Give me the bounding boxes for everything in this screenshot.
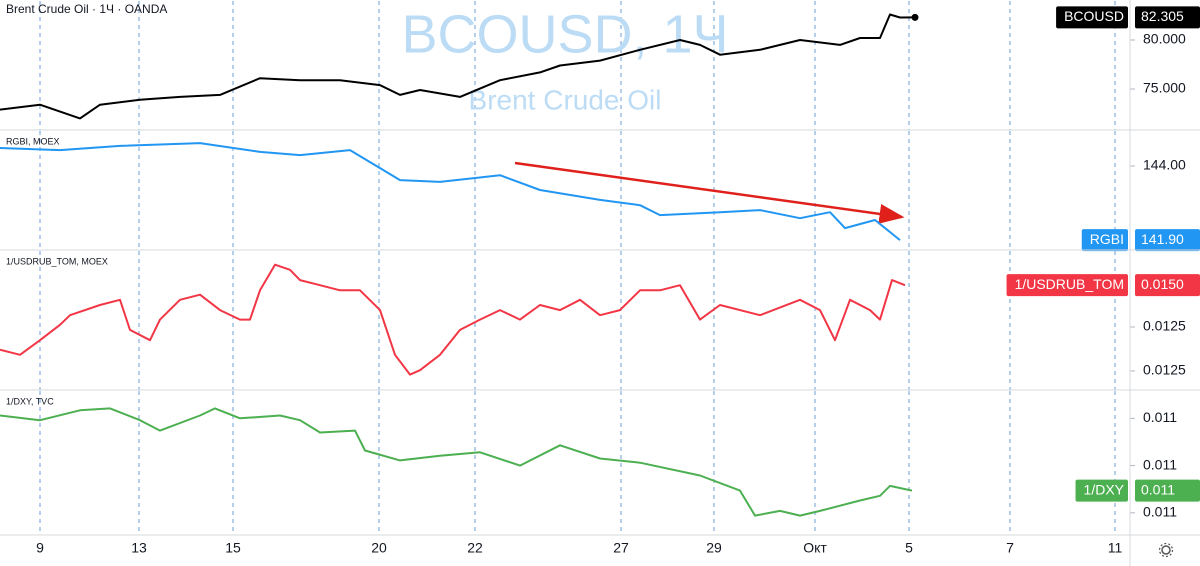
- last-value-label: 82.305: [1141, 8, 1184, 24]
- legend-entry: 1/DXY: [1084, 481, 1125, 497]
- x-tick-label: 27: [613, 540, 629, 556]
- x-tick-label: 7: [1006, 540, 1014, 556]
- legend-badge: [1006, 274, 1128, 297]
- y-tick-label: 80.000: [1143, 31, 1186, 47]
- pane-title: 1/USDRUB_TOM, MOEX: [6, 256, 108, 266]
- settings-icon[interactable]: [1158, 542, 1174, 558]
- x-tick-label: 9: [36, 540, 44, 556]
- x-tick-label: Окт: [803, 540, 827, 556]
- x-tick-label: 29: [706, 540, 722, 556]
- y-tick-label: 0.0125: [1143, 318, 1186, 334]
- y-tick-label: 0.011: [1143, 456, 1177, 472]
- last-point: [911, 13, 919, 21]
- last-value-label: 0.011: [1141, 481, 1175, 497]
- last-value-label: 141.90: [1141, 231, 1184, 247]
- pane-title: Brent Crude Oil · 1Ч · OANDA: [6, 2, 167, 16]
- legend-badge: [1075, 479, 1128, 502]
- legend-badge: [1056, 6, 1128, 29]
- last-value-label: 0.0150: [1141, 276, 1184, 292]
- watermark-subtitle: Brent Crude Oil: [469, 84, 662, 115]
- x-tick-label: 13: [131, 540, 147, 556]
- y-tick-label: 0.0125: [1143, 362, 1186, 378]
- trend-arrow: [514, 161, 905, 224]
- legend-entry: 1/USDRUB_TOM: [1015, 276, 1124, 292]
- pane: 1/USDRUB_TOM, MOEX 0.0125 0.0125 1/USDRUB_T…: [0, 249, 1200, 378]
- panes: 9 13 15 20 22 27 29 Окт 5 7 11 Brent Crude Oil · 1Ч…: [0, 2, 1200, 556]
- y-tick-label: 0.011: [1143, 409, 1177, 425]
- x-tick-label: 22: [467, 540, 483, 556]
- legend-entry: BCOUSD: [1064, 8, 1124, 24]
- x-tick-label: 11: [1108, 540, 1123, 556]
- y-tick-label: 0.011: [1143, 504, 1177, 520]
- series-line: [0, 407, 913, 517]
- x-tick-label: 15: [225, 540, 241, 556]
- watermark-title: BCOUSD, 1Ч: [401, 4, 728, 64]
- pane-title: RGBI, MOEX: [6, 136, 60, 146]
- pane: RGBI, MOEX 144.00 RGBI 141.90: [0, 129, 1200, 252]
- legend-badge: [1081, 229, 1128, 252]
- y-tick-label: 144.00: [1143, 157, 1186, 173]
- series-line: [0, 13, 916, 120]
- last-value-badge: [1135, 274, 1200, 297]
- pane: 1/DXY, TVC 0.011 0.011 0.011 1/DXY 0.011: [0, 389, 1200, 520]
- last-value-badge: [1135, 229, 1200, 252]
- series-line: [0, 263, 906, 376]
- y-tick-label: 75.000: [1143, 80, 1186, 96]
- pane: Brent Crude Oil · 1Ч · OANDA 75.000 80.000…: [0, 2, 1200, 120]
- legend-entry: RGBI: [1090, 231, 1124, 247]
- grid: [39, 1, 1116, 535]
- pane-title: 1/DXY, TVC: [6, 396, 54, 406]
- last-value-badge: [1135, 6, 1200, 29]
- last-value-badge: [1135, 479, 1200, 502]
- x-tick-label: 20: [371, 540, 387, 556]
- watermark: BCOUSD, 1Ч Brent Crude Oil: [401, 4, 728, 115]
- x-tick-label: 5: [905, 540, 913, 556]
- series-line: [0, 142, 901, 241]
